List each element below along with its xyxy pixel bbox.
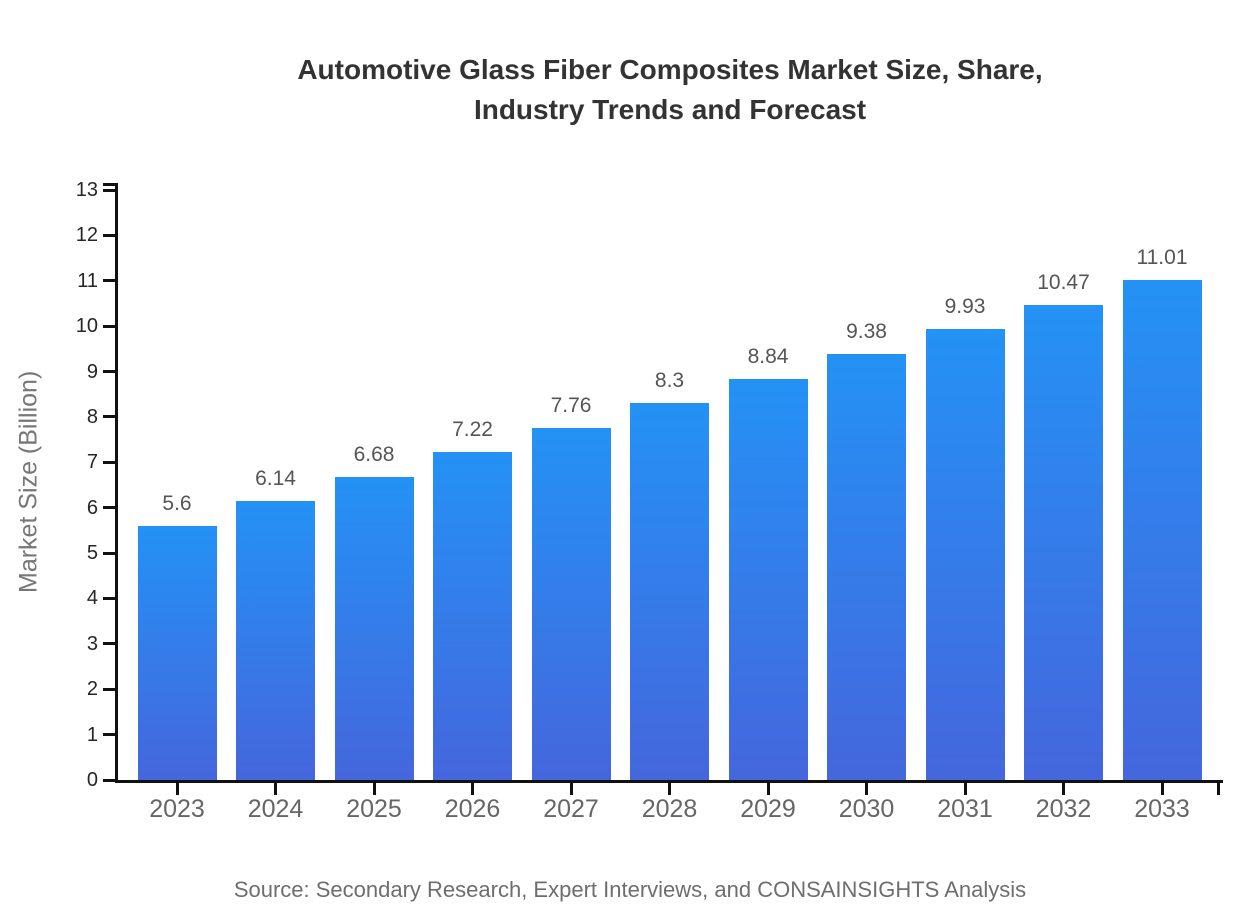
y-tick-label: 5 [86, 542, 98, 565]
x-tick-mark [963, 783, 967, 795]
x-tick-label: 2029 [740, 795, 796, 823]
y-tick-mark [103, 778, 115, 782]
y-tick-label: 11 [77, 269, 98, 292]
y-tick-label: 10 [75, 315, 98, 338]
x-tick-label: 2023 [149, 795, 205, 823]
y-tick-mark [103, 279, 115, 283]
bar-2028 [630, 403, 709, 780]
y-tick-label: 8 [86, 405, 98, 428]
y-tick-mark [103, 460, 115, 464]
bar-value-label: 9.38 [846, 320, 887, 344]
y-tick-mark [103, 506, 115, 510]
y-tick-mark [103, 596, 115, 600]
x-tick-label: 2026 [444, 795, 501, 823]
bar-2031 [925, 329, 1005, 780]
bar-value-label: 8.3 [654, 369, 685, 393]
y-tick-label: 4 [86, 587, 98, 610]
x-tick-label: 2030 [838, 795, 895, 823]
x-tick-mark [569, 783, 573, 795]
y-tick-mark [103, 188, 115, 192]
x-tick-mark [175, 783, 179, 795]
x-tick-label: 2027 [543, 795, 599, 823]
x-tick-label: 2028 [641, 795, 698, 823]
bar-value-label: 9.93 [944, 295, 986, 319]
bar-2023 [137, 525, 217, 780]
y-tick-mark [103, 687, 115, 691]
x-axis-line [115, 780, 1223, 783]
x-tick-mark [1160, 783, 1164, 795]
plot-area: 5.6 6.14 6.68 7.22 7.76 8.3 8.84 9.38 9.93 10.47 1… [76, 179, 1223, 823]
y-tick-label: 9 [86, 360, 98, 383]
bar-value-label: 6.68 [353, 442, 395, 466]
y-tick-label: 12 [75, 224, 98, 247]
x-tick-label: 2024 [247, 795, 304, 823]
y-axis-line [115, 183, 118, 783]
x-tick-label: 2032 [1035, 795, 1092, 823]
bar-2024 [236, 501, 315, 780]
x-tick-label: 2033 [1134, 795, 1190, 823]
x-tick-mark [1062, 783, 1065, 795]
bar-2032 [1024, 304, 1103, 780]
y-tick-mark [103, 370, 115, 374]
y-tick-label: 3 [86, 632, 98, 655]
bar-2025 [334, 476, 414, 780]
y-axis-endcap-tick [103, 183, 115, 186]
bar-value-label: 11.01 [1136, 246, 1188, 270]
bar-value-label: 6.14 [255, 467, 296, 491]
y-tick-label: 13 [75, 179, 98, 201]
x-tick-mark [471, 783, 474, 795]
y-tick-mark [103, 642, 115, 646]
bar-2027 [531, 427, 611, 780]
x-tick-mark [274, 783, 277, 795]
source-note: Source: Secondary Research, Expert Inter… [233, 877, 1027, 902]
y-tick-mark [103, 733, 115, 737]
y-tick-label: 1 [86, 723, 98, 746]
bar-value-label: 10.47 [1037, 270, 1090, 294]
bar-2030 [827, 354, 906, 780]
x-tick-mark [865, 783, 868, 795]
x-tick-mark [668, 783, 671, 795]
bar-value-label: 7.22 [452, 418, 493, 442]
y-tick-label: 7 [86, 451, 98, 474]
y-tick-label: 6 [86, 496, 98, 519]
y-tick-label: 2 [86, 678, 98, 701]
bar-2026 [433, 452, 512, 780]
bar-2029 [728, 378, 808, 780]
x-tick-mark [372, 783, 376, 795]
bar-value-label: 7.76 [550, 393, 592, 417]
y-tick-mark [103, 324, 115, 328]
x-tick-label: 2031 [937, 795, 993, 823]
y-tick-label: 0 [86, 769, 98, 791]
y-tick-mark [103, 415, 115, 419]
chart-title: Automotive Glass Fiber Composites Market… [297, 54, 1043, 125]
bar-2033 [1122, 280, 1202, 780]
x-tick-label: 2025 [346, 795, 402, 823]
y-tick-mark [103, 551, 115, 555]
y-tick-mark [103, 233, 115, 237]
x-tick-mark [766, 783, 770, 795]
bar-value-label: 5.6 [162, 491, 192, 515]
bar-value-label: 8.84 [747, 344, 789, 368]
x-axis-endcap-tick [1217, 783, 1220, 795]
